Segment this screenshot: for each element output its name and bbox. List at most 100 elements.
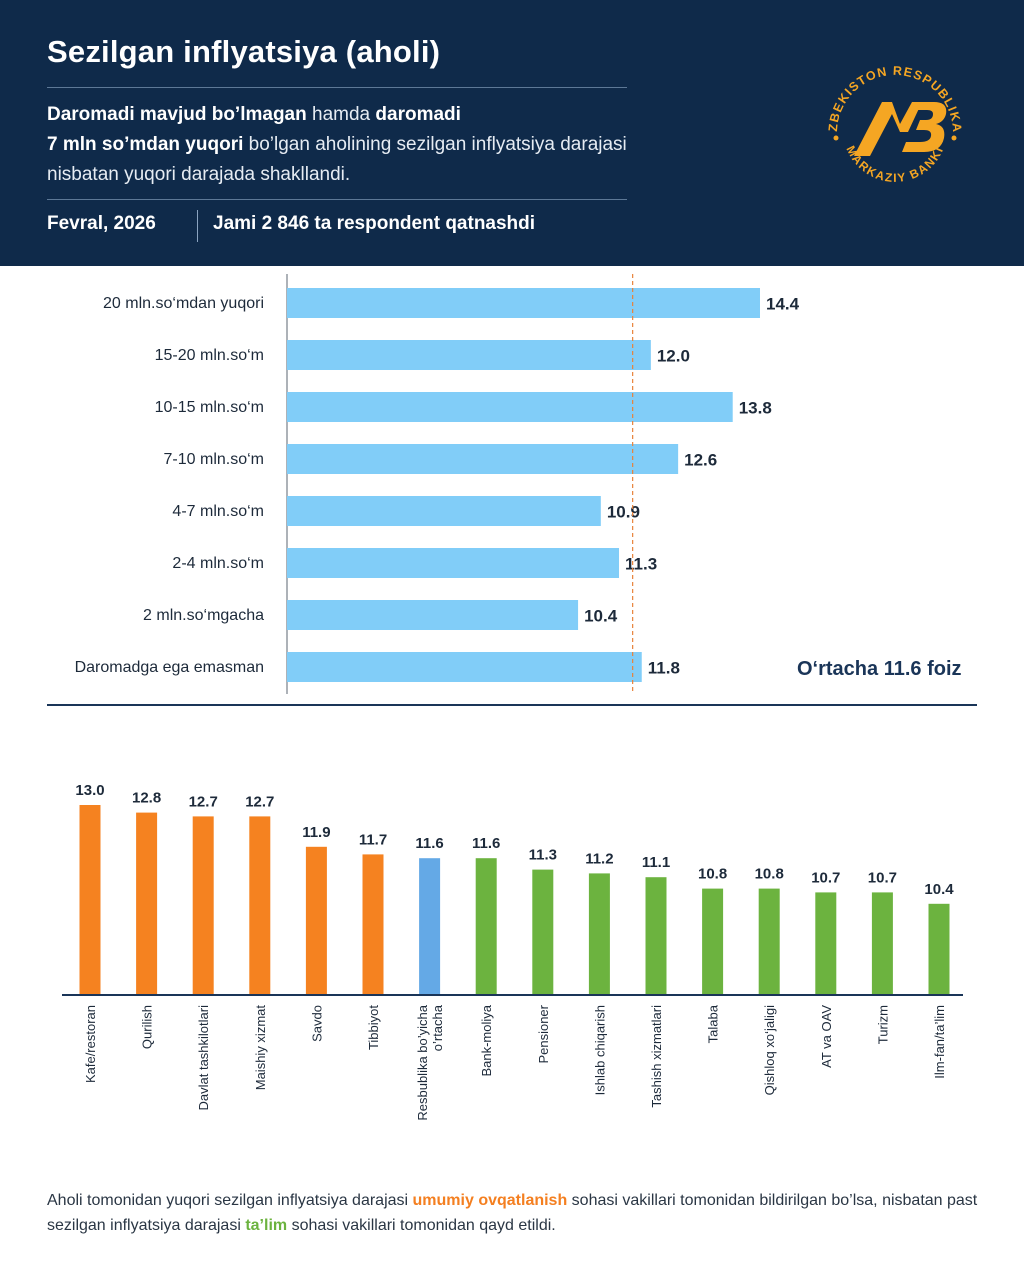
sector-category-label: Talaba [706, 1004, 721, 1043]
sector-category-line: Resbublika bo’yicha [415, 1004, 430, 1120]
sector-category-label: Davlat tashkilotlari [196, 1005, 211, 1111]
sector-chart-svg: 13.0 Kafe/restoran 12.8 Qurilish 12.7 Davlat … [62, 782, 963, 1121]
sector-category-text: Savdo [309, 1005, 324, 1042]
sector-bar [815, 892, 837, 995]
income-bar [287, 288, 760, 318]
header-rule-bottom [47, 199, 627, 200]
sector-bar [136, 812, 158, 995]
sector-category-line: Bank-moliya [479, 1004, 494, 1076]
note-part-1: Aholi tomonidan yuqori sezilgan inflyats… [47, 1192, 413, 1209]
page-title: Sezilgan inflyatsiya (aholi) [47, 34, 441, 69]
sector-category-text: Tibbiyot [366, 1005, 381, 1050]
income-category-label: 15-20 mln.so‘m [155, 347, 264, 364]
income-category-label: 20 mln.so‘mdan yuqori [103, 295, 264, 312]
average-label: O‘rtacha 11.6 foiz [797, 658, 962, 680]
income-category-label: 2-4 mln.so‘m [172, 555, 264, 572]
central-bank-logo: O’ZBEKISTON RESPUBLIKASI MARKAZIY BANKI [820, 58, 964, 185]
sector-category-line: Ilm-fan/ta’lim [932, 1005, 947, 1079]
sector-category-text: Kafe/restoran [83, 1005, 98, 1083]
income-value-label: 10.9 [607, 502, 640, 521]
sector-category-label: Maishiy xizmat [253, 1005, 268, 1091]
sector-category-text: Talaba [706, 1004, 721, 1043]
survey-date: Fevral, 2026 [47, 213, 156, 234]
sector-value-label: 11.1 [642, 854, 670, 871]
note-part-3: sohasi vakillari tomonidan qayd etildi. [287, 1217, 556, 1234]
income-bar [287, 496, 601, 526]
header-banner: Sezilgan inflyatsiya (aholi) Daromadi ma… [0, 0, 1024, 266]
sector-value-label: 11.7 [359, 831, 387, 848]
sector-bar [79, 805, 101, 995]
sector-value-label: 11.3 [529, 847, 557, 864]
note-part-2: sohasi vakillari tomonidan bildirilgan b… [47, 1192, 978, 1234]
sector-bar [871, 892, 893, 995]
income-bar [287, 340, 651, 370]
sector-category-text: Ilm-fan/ta’lim [932, 1005, 947, 1079]
lead-bold-1: Daromadi mavjud bo’lmagan [47, 104, 307, 125]
sector-category-line: Tashish xizmatlari [649, 1005, 664, 1108]
lead-text: Daromadi mavjud bo’lmagan hamda daromadi… [47, 100, 637, 190]
sector-value-label: 11.9 [302, 824, 330, 841]
income-value-label: 11.8 [648, 658, 680, 677]
sector-category-text: AT va OAV [819, 1005, 834, 1068]
sector-category-label: Savdo [309, 1005, 324, 1042]
sector-value-label: 11.6 [415, 835, 443, 852]
income-chart-svg: 20 mln.so‘mdan yuqori 14.4 15-20 mln.so‘m 1… [75, 274, 800, 694]
sector-category-line: o’rtacha [430, 1004, 445, 1051]
sector-category-text: Bank-moliya [479, 1004, 494, 1076]
sector-value-label: 12.7 [245, 793, 274, 810]
income-chart: 20 mln.so‘mdan yuqori 14.4 15-20 mln.so‘m 1… [0, 266, 1024, 706]
sector-category-line: Talaba [706, 1004, 721, 1043]
sector-category-text: Resbublika bo’yichao’rtacha [415, 1004, 445, 1120]
income-value-label: 11.3 [625, 554, 657, 573]
sector-category-label: Tashish xizmatlari [649, 1005, 664, 1108]
sector-category-label: Turizm [875, 1005, 890, 1044]
income-value-label: 12.0 [657, 346, 690, 365]
sector-bar [758, 888, 780, 995]
sector-category-line: Qishloq xo‘jaligi [762, 1005, 777, 1095]
sector-category-line: Tibbiyot [366, 1005, 381, 1050]
sector-chart: 13.0 Kafe/restoran 12.8 Qurilish 12.7 Davlat … [0, 760, 1024, 1180]
note-highlight-food: umumiy ovqatlanish [412, 1192, 568, 1209]
sector-category-label: Qurilish [140, 1005, 155, 1049]
sector-category-line: Turizm [875, 1005, 890, 1044]
sector-category-label: Resbublika bo’yichao’rtacha [415, 1004, 445, 1120]
sector-category-line: Qurilish [140, 1005, 155, 1049]
sector-category-label: Kafe/restoran [83, 1005, 98, 1083]
income-bar [287, 548, 620, 578]
sector-category-text: Davlat tashkilotlari [196, 1005, 211, 1111]
logo-dot-right [951, 135, 957, 141]
income-category-label: 4-7 mln.so‘m [172, 503, 264, 520]
sector-category-text: Pensioner [536, 1004, 551, 1063]
sector-bar [532, 869, 554, 995]
logo-monogram [854, 102, 947, 156]
sector-category-text: Tashish xizmatlari [649, 1005, 664, 1108]
sector-bar [192, 816, 214, 995]
lead-normal-2: bo’lgan aholining sezilgan inflyatsiya d… [47, 134, 627, 185]
logo-ring-text-top: O’ZBEKISTON RESPUBLIKASI [820, 58, 963, 134]
sector-category-text: Turizm [875, 1005, 890, 1044]
income-bar [287, 652, 642, 682]
sector-category-line: Davlat tashkilotlari [196, 1005, 211, 1111]
lead-bold-3: 7 mln so’mdan yuqori [47, 134, 244, 155]
sector-value-label: 10.4 [924, 881, 954, 898]
respondents-count: Jami 2 846 ta respondent qatnashdi [213, 213, 536, 234]
sector-value-label: 10.7 [811, 869, 840, 886]
sector-bar [702, 888, 724, 995]
sector-category-label: Bank-moliya [479, 1004, 494, 1076]
lead-bold-2: daromadi [375, 104, 461, 125]
sector-category-line: Kafe/restoran [83, 1005, 98, 1083]
meta-separator [197, 210, 198, 242]
income-category-label: 2 mln.so‘mgacha [143, 607, 264, 624]
sector-bar [419, 858, 441, 995]
sector-value-label: 11.2 [585, 850, 613, 867]
sector-value-label: 12.8 [132, 790, 161, 807]
sector-category-label: Pensioner [536, 1004, 551, 1063]
sector-value-label: 11.6 [472, 835, 500, 852]
income-value-label: 10.4 [584, 606, 618, 625]
sector-bar [588, 873, 610, 995]
header-rule-top [47, 87, 627, 88]
sector-bar [305, 846, 327, 995]
footnote: Aholi tomonidan yuqori sezilgan inflyats… [47, 1188, 987, 1238]
svg-text:O’ZBEKISTON RESPUBLIKASI: O’ZBEKISTON RESPUBLIKASI [820, 58, 964, 134]
sector-bar [475, 858, 497, 995]
